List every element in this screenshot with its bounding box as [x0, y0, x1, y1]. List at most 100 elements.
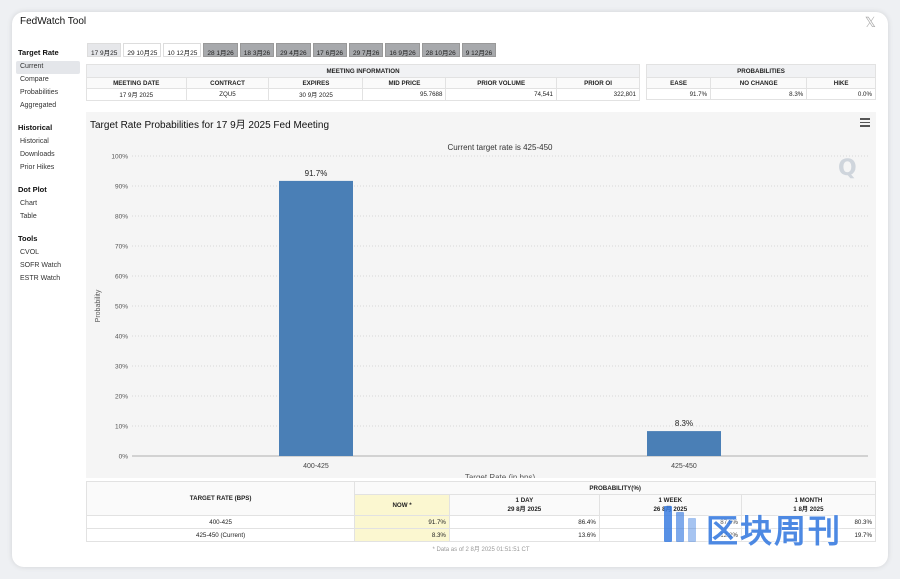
col-1-week-label: 1 WEEK — [658, 497, 683, 504]
y-tick-label: 100% — [111, 154, 128, 161]
sidebar-item-aggregated[interactable]: Aggregated — [20, 102, 57, 109]
col-meeting-date: MEETING DATE — [86, 77, 187, 89]
col-contract: CONTRACT — [185, 77, 270, 89]
tab-meeting-5[interactable]: 29 4月26 — [276, 43, 311, 57]
col-1-day: 1 DAY 29 8月 2025 — [448, 494, 600, 516]
col-mid-price: MID PRICE — [362, 77, 447, 89]
col-1-day-date: 29 8月 2025 — [507, 506, 542, 513]
sidebar-nav: Target Rate Current Compare Probabilities Ag… — [16, 42, 80, 286]
probability-bar-chart: Current target rate is 425-450 0% 10% 20% 30… — [95, 143, 868, 478]
row-1-day: 13.6% — [448, 528, 600, 542]
col-now: NOW * — [354, 494, 450, 516]
tab-meeting-4[interactable]: 18 3月26 — [239, 43, 275, 57]
bar-data-label: 91.7% — [305, 169, 328, 178]
meeting-information-table: MEETING INFORMATION MEETING DATE CONTRAC… — [86, 64, 640, 101]
cell-hike: 0.0% — [806, 88, 876, 100]
sidebar-item-estr-watch[interactable]: ESTR Watch — [20, 275, 61, 282]
x-logo-icon[interactable]: 𝕏 — [864, 14, 876, 30]
y-tick-label: 50% — [115, 304, 128, 311]
probabilities-table: PROBABILITIES EASE NO CHANGE HIKE 91.7% … — [645, 64, 876, 100]
cell-expires: 30 9月 2025 — [268, 88, 364, 101]
cell-ease: 91.7% — [645, 88, 712, 100]
col-prior-volume: PRIOR VOLUME — [445, 77, 557, 89]
bar-data-label: 8.3% — [675, 419, 693, 428]
probability-history-table: TARGET RATE (BPS) PROBABILITY(%) NOW * 1… — [85, 481, 877, 542]
y-tick-label: 40% — [115, 334, 128, 341]
probability-header: PROBABILITY(%) — [354, 481, 876, 495]
x-tick-label: 425-450 — [671, 463, 697, 470]
row-1-day: 86.4% — [448, 515, 600, 529]
sidebar-heading: Historical — [18, 123, 53, 132]
y-tick-label: 80% — [115, 214, 128, 221]
sidebar-item-cvol[interactable]: CVOL — [20, 249, 40, 256]
meeting-date-tabs: 17 9月25 29 10月25 10 12月25 28 1月26 18 3月26 29 … — [87, 43, 497, 57]
col-expires: EXPIRES — [268, 77, 364, 89]
meeting-info-header: MEETING INFORMATION — [86, 64, 640, 78]
sidebar-heading: Dot Plot — [18, 185, 47, 194]
x-axis-label: Target Rate (in bps) — [465, 473, 536, 478]
row-rate: 425-450 (Current) — [85, 528, 356, 542]
sidebar-item-downloads[interactable]: Downloads — [20, 151, 55, 158]
tab-meeting-8[interactable]: 16 9月26 — [385, 43, 420, 57]
y-tick-label: 60% — [115, 274, 128, 281]
data-timestamp-footnote: * Data as of 2 8月 2025 01:51:51 CT — [432, 547, 530, 553]
probabilities-header: PROBABILITIES — [646, 64, 876, 78]
x-tick-label: 400-425 — [303, 463, 329, 470]
y-tick-label: 0% — [119, 454, 129, 461]
cell-mid-price: 95.7688 — [362, 88, 447, 101]
col-prior-oi: PRIOR OI — [556, 77, 640, 89]
chart-subtitle: Current target rate is 425-450 — [448, 143, 553, 152]
chart-panel: Target Rate Probabilities for 17 9月 2025… — [86, 112, 876, 478]
cell-contract: ZQU5 — [185, 88, 270, 101]
col-1-month-label: 1 MONTH — [794, 497, 823, 504]
quikstrike-logo-icon: Q — [838, 156, 857, 181]
tab-meeting-6[interactable]: 17 6月26 — [312, 43, 347, 57]
tab-meeting-9[interactable]: 28 10月26 — [421, 43, 460, 57]
row-now: 8.3% — [354, 528, 450, 542]
y-tick-label: 70% — [115, 244, 128, 251]
tab-meeting-3[interactable]: 28 1月26 — [203, 43, 238, 57]
y-tick-label: 10% — [115, 424, 128, 431]
y-tick-label: 30% — [115, 364, 128, 371]
bar — [647, 431, 721, 456]
sidebar-item-compare[interactable]: Compare — [20, 76, 49, 83]
title-bar: FedWatch Tool 𝕏 — [12, 12, 888, 34]
col-hike: HIKE — [806, 77, 876, 89]
row-1-month: 19.7% — [740, 528, 877, 542]
cell-meeting-date: 17 9月 2025 — [86, 88, 187, 101]
cell-no-change: 8.3% — [710, 88, 808, 100]
app-title: FedWatch Tool — [20, 16, 87, 27]
tab-meeting-0[interactable]: 17 9月25 — [87, 43, 122, 57]
table-row: 425-450 (Current) 8.3% 13.6% 12.2% 19.7% — [85, 528, 877, 542]
tab-meeting-7[interactable]: 29 7月26 — [348, 43, 384, 57]
sidebar-item-table[interactable]: Table — [20, 213, 37, 220]
sidebar-item-chart[interactable]: Chart — [20, 200, 38, 207]
sidebar-heading: Tools — [18, 234, 38, 243]
y-tick-label: 90% — [115, 184, 128, 191]
watermark-text: 区块周刊 — [706, 512, 843, 550]
sidebar-item-historical[interactable]: Historical — [20, 138, 49, 145]
bar — [279, 180, 353, 456]
cell-prior-oi: 322,801 — [556, 88, 640, 101]
y-axis-label: Probability — [95, 289, 102, 322]
tab-meeting-2[interactable]: 10 12月25 — [163, 43, 202, 57]
sidebar-item-prior-hikes[interactable]: Prior Hikes — [20, 164, 55, 171]
col-1-day-label: 1 DAY — [515, 497, 534, 504]
col-target-rate: TARGET RATE (BPS) — [85, 481, 356, 516]
sidebar-item-current[interactable]: Current — [16, 61, 80, 74]
col-1-week: 1 WEEK 26 8月 2025 — [598, 494, 742, 516]
sidebar-heading: Target Rate — [18, 48, 59, 57]
probability-history-section: TARGET RATE (BPS) PROBABILITY(%) NOW * 1… — [85, 481, 877, 561]
watermark-logo-icon — [664, 506, 696, 542]
chart-menu-icon[interactable] — [860, 118, 870, 127]
sidebar-item-probabilities[interactable]: Probabilities — [20, 89, 59, 96]
col-1-month: 1 MONTH 1 8月 2025 — [740, 494, 877, 516]
tab-meeting-1[interactable]: 29 10月25 — [123, 43, 162, 57]
watermark: 区块周刊 — [660, 502, 880, 550]
sidebar-item-sofr-watch[interactable]: SOFR Watch — [20, 262, 61, 269]
app-window: FedWatch Tool 𝕏 Target Rate Current Compar… — [12, 12, 888, 567]
chart-title: Target Rate Probabilities for 17 9月 2025… — [90, 120, 330, 131]
tab-meeting-10[interactable]: 9 12月26 — [461, 43, 497, 57]
col-1-month-date: 1 8月 2025 — [793, 506, 824, 513]
row-now: 91.7% — [354, 515, 450, 529]
